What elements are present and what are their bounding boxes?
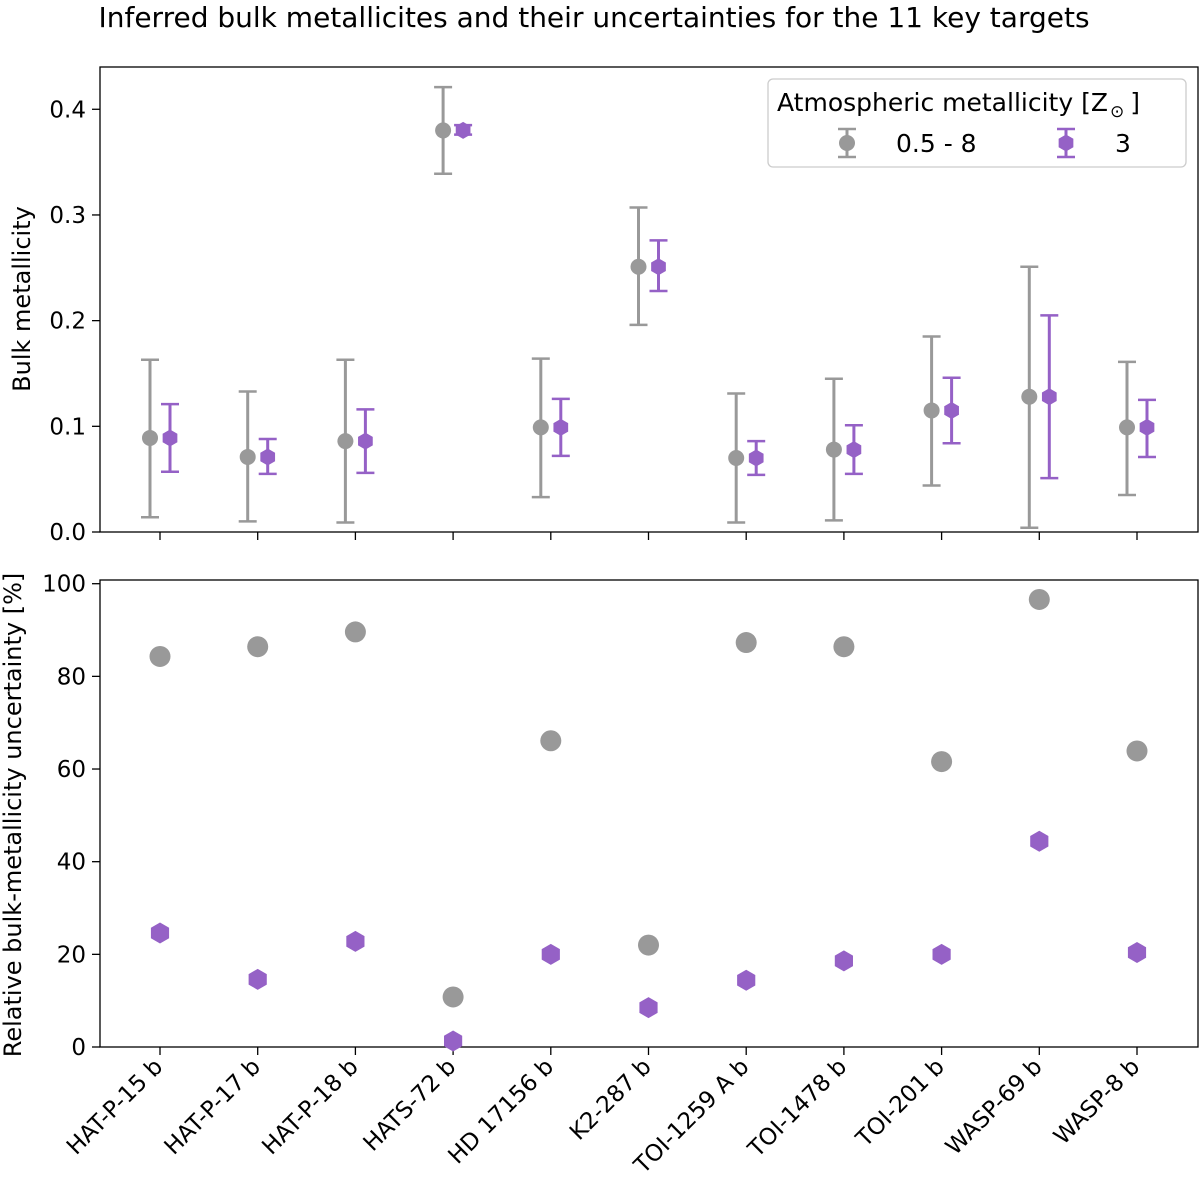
bottom-y-axis: 0 20 40 60 80 100 — [42, 572, 100, 1061]
data-point-purple — [553, 418, 569, 436]
bulk-metallicity-panel: 0.0 0.1 0.2 0.3 0.4 Bulk metallicity Atmosph… — [8, 66, 1199, 546]
top-ytick-label: 0.3 — [49, 203, 86, 229]
data-point-purple — [150, 922, 170, 944]
bottom-ytick-label: 20 — [57, 942, 86, 968]
data-point-grey — [435, 122, 452, 139]
data-point-purple — [639, 997, 658, 1019]
xtick-label: TOI-1478 b — [743, 1054, 852, 1163]
data-point-grey — [1126, 740, 1148, 762]
top-plot-marks — [141, 85, 1156, 530]
data-point-grey — [337, 433, 354, 450]
data-point-grey — [630, 258, 647, 275]
data-point-purple — [1139, 418, 1155, 436]
data-point-grey — [931, 751, 953, 773]
data-point-purple — [444, 1030, 463, 1052]
legend-marker-purple — [1057, 127, 1075, 159]
top-x-axis — [159, 532, 1138, 540]
legend-title-prefix: Atmospheric metallicity [Z — [777, 88, 1108, 117]
legend-title-suffix: ] — [1130, 88, 1140, 117]
legend-point — [839, 135, 855, 151]
top-ytick-label: 0.1 — [49, 414, 86, 440]
xtick-label: WASP-69 b — [941, 1054, 1048, 1161]
top-y-axis-label: Bulk metallicity — [8, 206, 36, 392]
xtick-label: WASP-8 b — [1049, 1054, 1145, 1150]
data-point-purple — [346, 930, 365, 952]
xtick-label: HAT-P-17 b — [160, 1054, 266, 1160]
data-point-purple — [737, 969, 756, 991]
data-point-purple — [1127, 941, 1147, 963]
xtick-label: TOI-201 b — [851, 1054, 950, 1153]
xtick-label: HATS-72 b — [359, 1054, 462, 1157]
data-point-grey — [1028, 588, 1050, 610]
data-point-purple — [834, 950, 853, 972]
data-point-grey — [532, 419, 549, 436]
data-point-grey — [142, 429, 158, 446]
data-point-grey — [833, 636, 855, 658]
data-point-purple — [748, 449, 764, 467]
data-point-grey — [540, 730, 562, 752]
data-point-purple — [260, 448, 276, 466]
data-point-grey — [735, 632, 757, 654]
data-point-grey — [239, 448, 256, 465]
top-ytick-label: 0.4 — [49, 97, 86, 123]
data-point-grey — [923, 402, 940, 419]
legend-point — [1058, 134, 1074, 152]
bottom-ytick-label: 40 — [57, 850, 86, 876]
data-point-purple — [162, 429, 178, 447]
data-point-purple — [248, 968, 267, 990]
data-point-grey — [442, 986, 464, 1008]
data-point-grey — [1119, 419, 1135, 436]
bottom-ytick-label: 0 — [71, 1035, 86, 1061]
legend-box — [767, 78, 1187, 168]
top-ytick-label: 0.2 — [49, 309, 86, 335]
bottom-ytick-label: 80 — [57, 664, 86, 690]
data-point-purple — [846, 441, 862, 459]
legend-title: Atmospheric metallicity [Z ⊙] — [777, 88, 1140, 122]
data-point-purple — [944, 401, 959, 419]
xtick-label: K2-287 b — [565, 1054, 657, 1146]
xtick-label: HD 17156 b — [443, 1054, 559, 1170]
data-point-grey — [344, 621, 366, 643]
data-point-grey — [825, 441, 842, 458]
data-point-purple — [932, 943, 951, 965]
data-point-grey — [149, 645, 171, 667]
data-point-purple — [541, 943, 560, 965]
top-y-axis: 0.0 0.1 0.2 0.3 0.4 — [49, 97, 100, 546]
chart-title: Inferred bulk metallicites and their unc… — [98, 1, 1089, 34]
legend-marker-grey — [838, 127, 856, 159]
data-point-grey — [728, 450, 745, 467]
data-point-grey — [247, 636, 269, 658]
top-ytick-label: 0.0 — [49, 520, 86, 546]
data-point-purple — [358, 432, 373, 450]
bottom-ytick-label: 100 — [42, 572, 86, 598]
data-point-grey — [1021, 388, 1038, 405]
data-point-purple — [455, 121, 471, 139]
legend-label-grey: 0.5 - 8 — [896, 129, 977, 158]
data-point-purple — [1030, 830, 1049, 852]
data-point-grey — [638, 934, 659, 956]
xtick-label: HAT-P-15 b — [62, 1054, 168, 1160]
data-point-purple — [651, 258, 666, 276]
bottom-ytick-label: 60 — [57, 757, 86, 783]
bottom-plot-marks — [149, 588, 1148, 1052]
legend: Atmospheric metallicity [Z ⊙] 0.5 - 8 3 — [767, 78, 1187, 168]
legend-label-purple: 3 — [1115, 129, 1131, 158]
data-point-purple — [1041, 388, 1057, 406]
xtick-label: HAT-P-18 b — [257, 1054, 363, 1160]
bottom-y-axis-label: Relative bulk-metallicity uncertainty [%… — [0, 573, 27, 1057]
legend-title-sun-symbol: ⊙ — [1110, 102, 1124, 122]
